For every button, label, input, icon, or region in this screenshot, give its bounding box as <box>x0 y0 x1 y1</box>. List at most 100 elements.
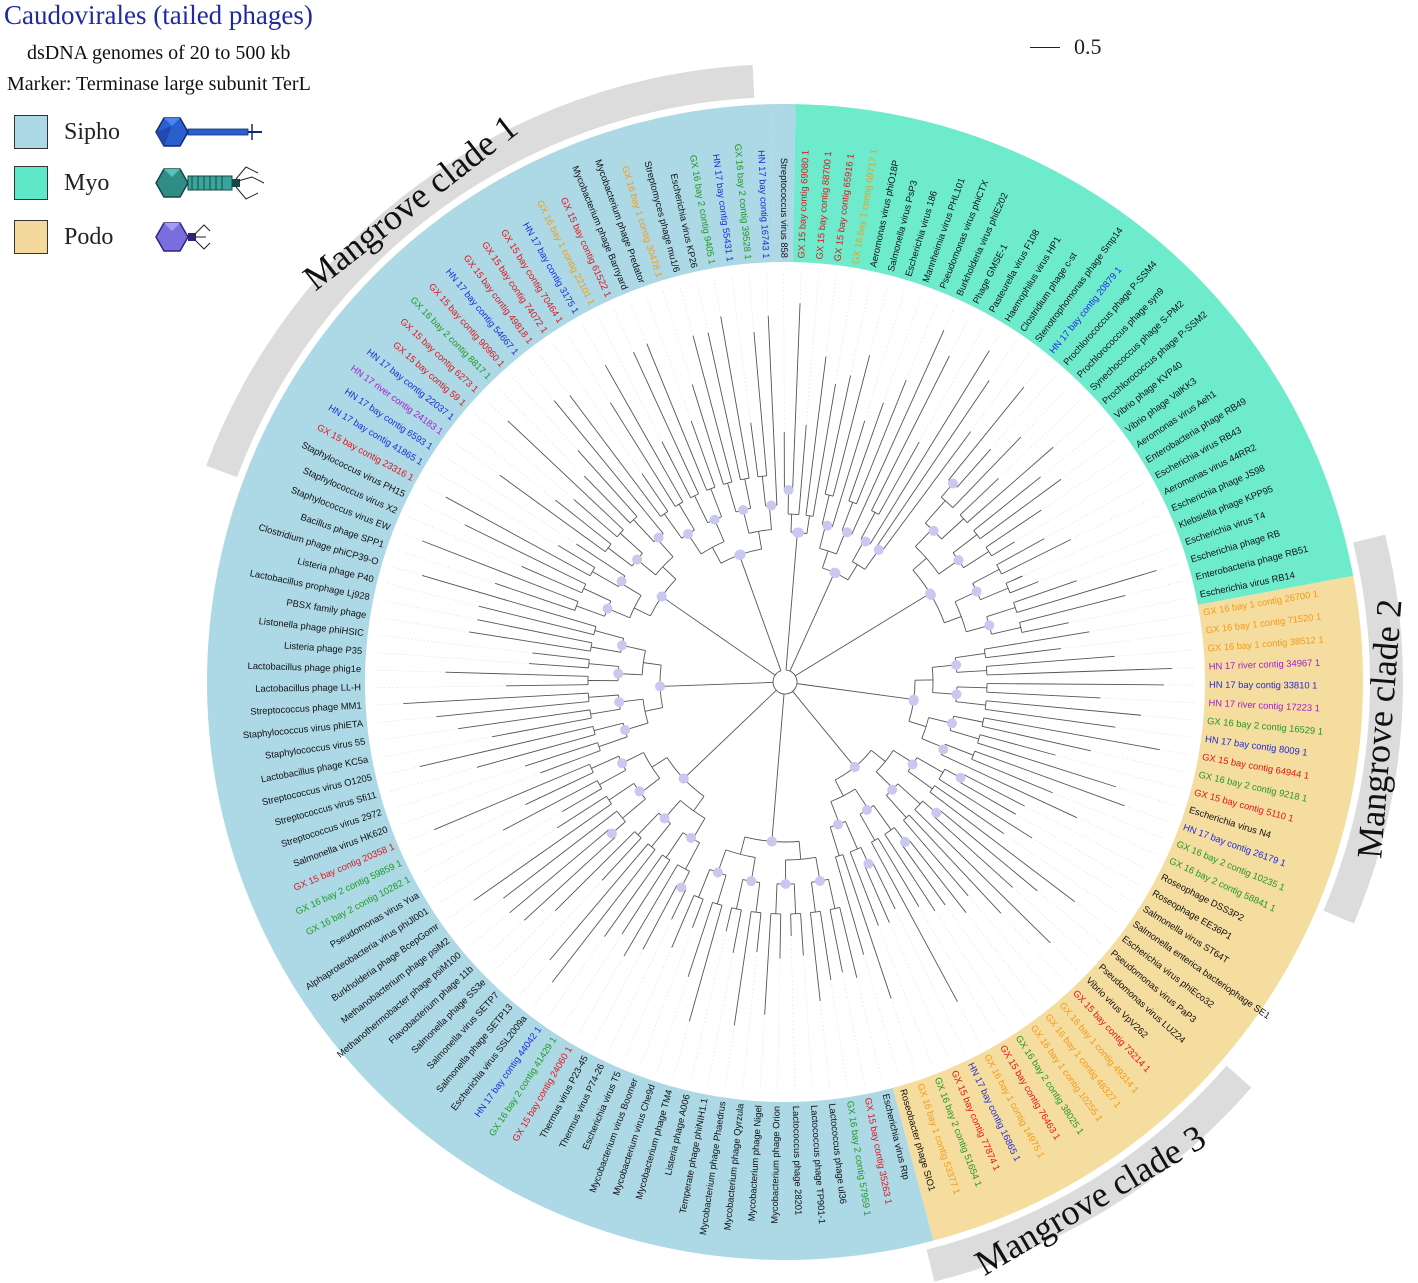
leaf-guide <box>375 669 442 673</box>
leaf-guide <box>396 549 492 583</box>
tree-branch <box>592 726 596 735</box>
tree-branch <box>1021 628 1040 633</box>
tree-branch <box>1004 692 1101 699</box>
tree-branch <box>643 662 662 666</box>
tree-branch <box>956 670 987 673</box>
tree-branch <box>755 458 759 477</box>
tree-branch <box>642 699 649 724</box>
clade-arc-2 <box>1323 534 1403 924</box>
tree-branch <box>675 889 687 912</box>
tree-branch <box>800 913 803 932</box>
tree-branch <box>1033 570 1157 608</box>
tree-branch <box>941 496 954 508</box>
leaf-guide <box>386 583 475 606</box>
tree-branch <box>597 836 616 854</box>
tree-branch <box>473 813 598 901</box>
tree-branch <box>434 770 574 831</box>
leaf-guide <box>592 952 642 1045</box>
tree-branch <box>953 788 1033 839</box>
tree-branch <box>878 498 888 515</box>
tree-branch <box>790 514 793 533</box>
leaf-guide <box>1006 835 1123 916</box>
tree-branch <box>1026 581 1039 587</box>
tree-branch <box>662 566 677 580</box>
tree-branch <box>503 821 603 899</box>
bootstrap-node <box>780 878 791 889</box>
tree-branch <box>962 773 985 786</box>
leaf-guide <box>1053 945 1078 970</box>
bootstrap-node <box>653 532 664 543</box>
tree-branch <box>966 510 981 523</box>
tree-branch <box>824 476 830 495</box>
tree-branch <box>758 912 762 931</box>
tree-branch <box>958 781 980 794</box>
tree-branch <box>570 666 589 669</box>
tree-branch <box>964 436 1022 495</box>
tree-branch <box>796 683 914 701</box>
tree-branch <box>712 901 723 906</box>
leaf-guide <box>1043 425 1105 475</box>
tree-branch <box>641 473 659 497</box>
tree-branch <box>607 547 633 567</box>
tree-branch <box>629 595 642 618</box>
tree-branch <box>657 496 669 512</box>
myovirus-phage-icon <box>155 166 265 200</box>
tree-branch <box>557 544 580 559</box>
leaf-labels: Streptococcus virus 858 GX 15 bay contig … <box>242 143 1324 1235</box>
tree-branch <box>785 856 816 861</box>
bootstrap-node <box>953 555 964 566</box>
tree-branch <box>655 556 674 576</box>
tree-branch <box>835 854 844 858</box>
tree-branch <box>575 725 594 731</box>
tree-branch <box>731 907 742 911</box>
tree-branch <box>835 856 841 875</box>
tree-branch <box>974 750 992 758</box>
tree-branch <box>717 467 724 485</box>
tree-branch <box>825 493 834 497</box>
tree-branch <box>972 477 999 503</box>
tree-branch <box>576 629 594 636</box>
tree-branch <box>642 906 667 950</box>
tree-branch <box>748 911 752 930</box>
tree-branch <box>675 501 684 507</box>
tree-branch <box>887 441 920 499</box>
leaf-guide <box>959 1005 980 1044</box>
tree-branch <box>848 871 892 999</box>
tree-branch <box>972 569 1000 584</box>
leaf-guide <box>1074 498 1153 538</box>
tree-branch <box>604 869 653 937</box>
tree-branch <box>871 510 879 515</box>
leaf-guide <box>463 427 553 498</box>
bootstrap-node <box>614 697 625 708</box>
tree-branch <box>691 384 719 468</box>
tree-branch <box>789 572 835 672</box>
leaf-guide <box>474 413 571 497</box>
tree-branch <box>1001 565 1018 575</box>
leaf-guide <box>486 400 506 419</box>
bootstrap-node <box>873 544 884 555</box>
tree-branch <box>873 887 890 923</box>
tree-branch <box>999 729 1091 752</box>
tree-branch <box>633 519 655 542</box>
bootstrap-node <box>832 819 843 830</box>
tree-branch <box>938 768 946 780</box>
tree-branch <box>997 738 1056 756</box>
tree-branch <box>979 793 1017 815</box>
tree-branch <box>525 779 578 805</box>
leaf-guide <box>424 485 443 496</box>
tree-branch <box>841 502 854 531</box>
tree-branch <box>561 594 579 602</box>
tree-branch <box>954 601 967 632</box>
leaf-guide <box>950 315 970 353</box>
leaf-guide <box>1028 807 1150 871</box>
tree-branch <box>914 809 928 823</box>
tree-branch <box>829 826 840 856</box>
tree-branch <box>1000 509 1042 538</box>
tree-branch <box>594 630 624 639</box>
tree-branch <box>921 717 930 739</box>
leaf-guide <box>1056 793 1164 840</box>
tree-branch <box>856 486 864 504</box>
tree-branch <box>862 379 907 488</box>
tree-branch <box>831 498 842 528</box>
tree-branch <box>651 757 668 768</box>
